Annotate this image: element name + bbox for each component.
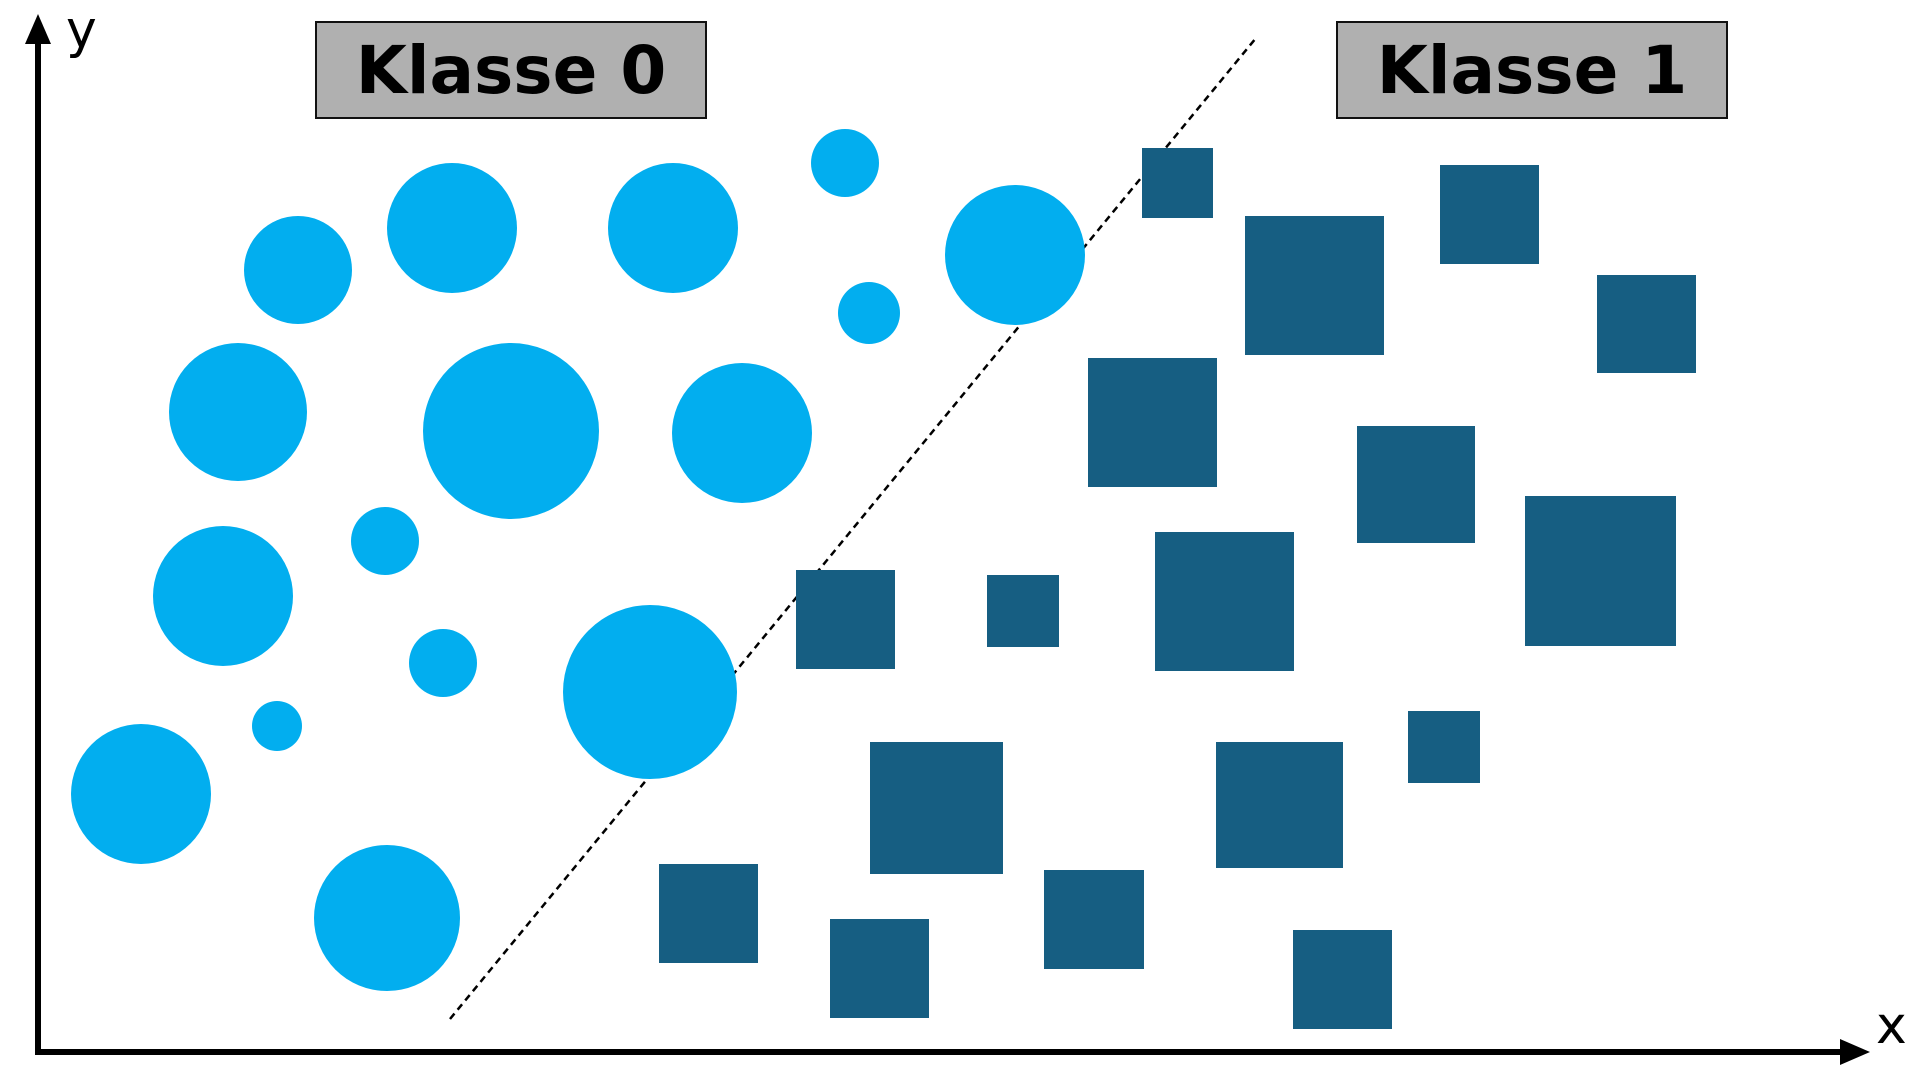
class-1-point <box>1216 742 1343 868</box>
class-1-point <box>1597 275 1696 373</box>
class-0-label: Klasse 0 <box>315 21 707 119</box>
class-0-point <box>838 282 900 344</box>
class-1-point <box>1293 930 1392 1029</box>
class-0-point <box>314 845 460 991</box>
class-1-points <box>659 148 1696 1029</box>
x-axis-label: x <box>1876 996 1907 1056</box>
class-1-point <box>796 570 895 669</box>
axes <box>25 14 1870 1065</box>
class-0-point <box>252 701 302 751</box>
class-0-point <box>608 163 738 293</box>
class-0-point <box>387 163 517 293</box>
class-0-point <box>563 605 737 779</box>
class-1-point <box>830 919 929 1018</box>
class-0-point <box>169 343 307 481</box>
class-1-point <box>1408 711 1480 783</box>
class-1-point <box>659 864 758 963</box>
class-0-point <box>672 363 812 503</box>
class-1-point <box>870 742 1003 874</box>
y-axis-label: y <box>66 0 97 60</box>
class-0-point <box>244 216 352 324</box>
class-0-point <box>945 185 1085 325</box>
class-1-point <box>987 575 1059 647</box>
class-1-point <box>1155 532 1294 671</box>
class-1-point <box>1044 870 1144 969</box>
class-0-point <box>409 629 477 697</box>
class-1-point <box>1245 216 1384 355</box>
x-axis-arrowhead <box>1840 1039 1870 1065</box>
class-1-point <box>1525 496 1676 646</box>
class-0-point <box>351 507 419 575</box>
class-1-label: Klasse 1 <box>1336 21 1728 119</box>
class-0-points <box>71 129 1085 991</box>
class-1-point <box>1142 148 1213 218</box>
class-0-point <box>153 526 293 666</box>
class-0-point <box>71 724 211 864</box>
class-1-point <box>1357 426 1475 543</box>
class-1-point <box>1088 358 1217 487</box>
class-0-point <box>423 343 599 519</box>
class-1-point <box>1440 165 1539 264</box>
decision-boundary-line <box>449 37 1257 1020</box>
class-0-point <box>811 129 879 197</box>
y-axis-arrowhead <box>25 14 51 44</box>
